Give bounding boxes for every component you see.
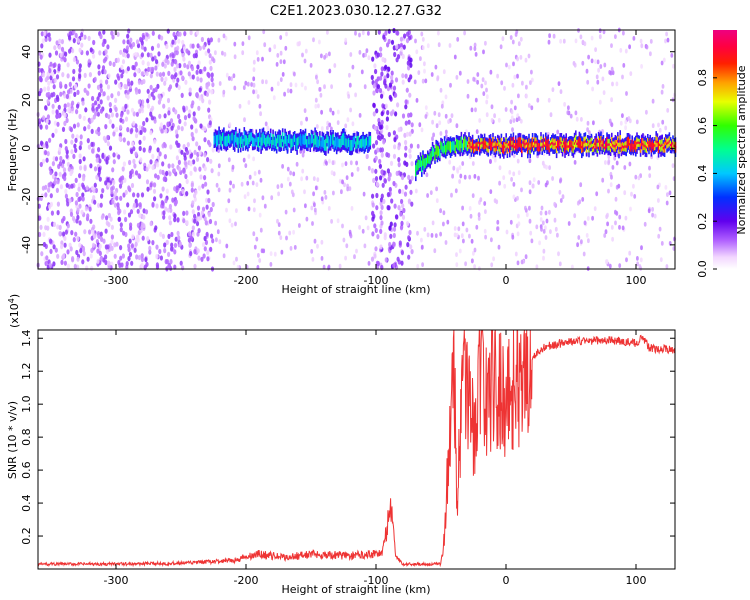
spectrogram-y-tick-label: 20 [20,93,33,107]
spectrogram-frame [37,29,676,270]
spectrogram-feature-1 [212,29,372,271]
colorbar-tick-label: 0.2 [696,212,709,230]
snr-y-tick-label: 1.4 [20,329,33,347]
snr-x-tick-label: -200 [234,574,259,587]
colorbar-tick-label: 0.8 [696,69,709,87]
snr-y-tick-label: 0.4 [20,494,33,512]
snr-panel: -300 -200 -100 0 100 0.2 0.4 0.6 0.8 1.0 1.2 1.4 H… [6,294,676,596]
spectrogram-x-axis-label: Height of straight line (km) [281,283,430,296]
spectrogram-x-tick-label: -200 [234,274,259,287]
spectrogram-y-axis-label: Frequency (Hz) [6,109,19,192]
spectrogram-y-ticks: -40 -20 0 20 40 [20,45,675,254]
snr-y-tick-label: 0.8 [20,428,33,446]
snr-series-line [37,329,676,568]
snr-frame [37,329,676,570]
spectrogram-y-tick-label: 40 [20,45,33,59]
colorbar-tick-label: 0.4 [696,165,709,183]
snr-y-ticks: 0.2 0.4 0.6 0.8 1.0 1.2 1.4 [20,329,675,545]
colorbar-gradient [713,30,737,269]
snr-x-tick-label: -100 [364,574,389,587]
colorbar-ticks: 0.0 0.2 0.4 0.6 0.8 [696,69,717,278]
snr-y-tick-label: 0.6 [20,461,33,479]
spectrogram-heatmap [36,27,677,272]
spectrogram-feature-0 [36,28,215,272]
colorbar-tick-label: 0.0 [696,260,709,278]
snr-x-tick-label: 100 [626,574,647,587]
spectrogram-feature-2 [370,27,414,271]
figure-title: C2E1.2023.030.12.27.G32 [270,4,442,19]
spectrogram-y-tick-label: 0 [20,145,33,152]
snr-y-tick-label: 0.2 [20,527,33,545]
snr-x-axis-label: Height of straight line (km) [281,583,430,596]
spectrogram-y-tick-label: -40 [20,236,33,254]
snr-x-tick-label: -300 [104,574,129,587]
snr-y-multiplier: (x104) [7,294,21,328]
spectrogram-x-tick-label: 100 [626,274,647,287]
spectrogram-x-tick-label: 0 [503,274,510,287]
spectrogram-x-ticks: -300 -200 -100 0 100 [104,30,647,287]
snr-y-axis-label: SNR (10 * v/v) [6,401,19,479]
spectrogram-x-tick-label: -100 [364,274,389,287]
snr-x-tick-label: 0 [503,574,510,587]
spectrogram-x-tick-label: -300 [104,274,129,287]
snr-x-ticks: -300 -200 -100 0 100 [104,330,647,587]
colorbar-label: Normalized spectral amplitude [735,65,748,234]
spectrogram-feature-4 [466,27,677,271]
spectrogram-feature-3 [413,30,469,269]
spectrogram-y-tick-label: -20 [20,188,33,206]
colorbar: 0.0 0.2 0.4 0.6 0.8 Normalized spectral ampl… [696,30,748,278]
colorbar-tick-label: 0.6 [696,117,709,135]
snr-y-tick-label: 1.2 [20,362,33,380]
snr-y-tick-label: 1.0 [20,395,33,413]
